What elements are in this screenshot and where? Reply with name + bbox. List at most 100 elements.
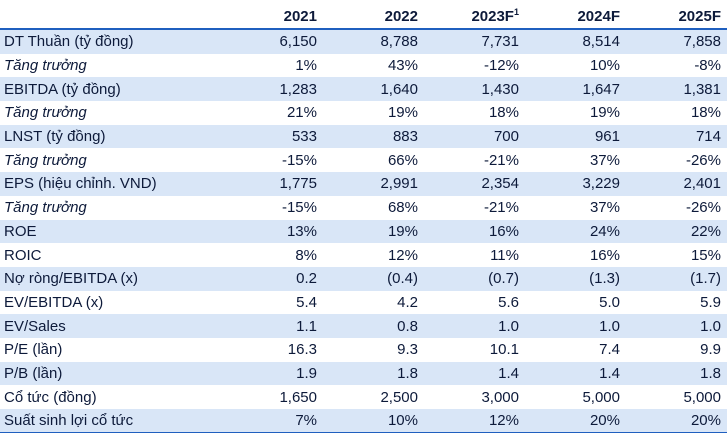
row-value-2022: 9.3 xyxy=(397,341,418,359)
row-value-2023f: 16% xyxy=(488,222,519,240)
row-label: Tăng trưởng xyxy=(4,104,87,122)
table-row: ROE 13% 19% 16% 24% 22% xyxy=(0,219,727,244)
row-value-2022: 68% xyxy=(387,199,418,217)
row-value-2023f: 1.0 xyxy=(498,317,519,335)
row-value-2025f: -8% xyxy=(694,57,721,75)
table-row: LNST (tỷ đồng) 533 883 700 961 714 xyxy=(0,124,727,149)
row-value-2023f: 1,430 xyxy=(481,80,519,98)
header-year-2024f: 2024F xyxy=(577,8,620,25)
row-label: P/E (lần) xyxy=(4,341,63,359)
row-value-2021: 1,650 xyxy=(279,388,317,406)
row-value-2025f: 5,000 xyxy=(683,388,721,406)
table-header-row: 2021 2022 2023F1 2024F 2025F xyxy=(0,0,727,30)
row-value-2023f: 3,000 xyxy=(481,388,519,406)
table-row: Tăng trưởng -15% 68% -21% 37% -26% xyxy=(0,195,727,220)
row-value-2021: 6,150 xyxy=(279,33,317,51)
row-label: P/B (lần) xyxy=(4,364,63,382)
row-value-2021: 533 xyxy=(291,128,317,146)
row-value-2022: 19% xyxy=(387,222,418,240)
row-label: ROIC xyxy=(4,246,42,264)
row-value-2025f: 22% xyxy=(690,222,721,240)
row-value-2024f: 10% xyxy=(589,57,620,75)
row-value-2023f: 11% xyxy=(490,246,519,264)
row-value-2022: 4.2 xyxy=(397,293,418,311)
row-value-2023f: (0.7) xyxy=(488,270,519,288)
row-value-2023f: -21% xyxy=(483,151,519,169)
row-value-2024f: 961 xyxy=(594,128,620,146)
row-value-2024f: 1.4 xyxy=(599,364,620,382)
row-value-2024f: 7.4 xyxy=(599,341,620,359)
row-value-2021: 1.9 xyxy=(296,364,317,382)
table-row: Tăng trưởng 1% 43% -12% 10% -8% xyxy=(0,53,727,78)
table-row: EBITDA (tỷ đồng) 1,283 1,640 1,430 1,647 1,38… xyxy=(0,77,727,102)
row-label: EBITDA (tỷ đồng) xyxy=(4,80,121,98)
row-label: EV/Sales xyxy=(4,317,66,335)
table-row: P/E (lần) 16.3 9.3 10.1 7.4 9.9 xyxy=(0,337,727,362)
row-value-2022: 66% xyxy=(387,151,418,169)
row-value-2023f: -21% xyxy=(483,199,519,217)
table-row: Cổ tức (đồng) 1,650 2,500 3,000 5,000 5,000 xyxy=(0,385,727,409)
row-value-2025f: 18% xyxy=(690,104,721,122)
row-value-2021: 8% xyxy=(295,246,317,264)
table-row: EV/Sales 1.1 0.8 1.0 1.0 1.0 xyxy=(0,314,727,338)
row-value-2025f: 5.9 xyxy=(700,293,721,311)
header-year-2025f: 2025F xyxy=(678,8,721,25)
row-value-2021: 1,283 xyxy=(279,80,317,98)
row-label: EPS (hiệu chỉnh. VND) xyxy=(4,175,157,193)
row-value-2024f: 5.0 xyxy=(599,293,620,311)
table-row: ROIC 8% 12% 11% 16% 15% xyxy=(0,243,727,267)
row-value-2022: 8,788 xyxy=(380,33,418,51)
row-value-2021: 1,775 xyxy=(279,175,317,193)
row-label: ROE xyxy=(4,222,37,240)
row-value-2025f: 714 xyxy=(695,128,721,146)
row-label: Nợ ròng/EBITDA (x) xyxy=(4,270,139,288)
row-value-2025f: 15% xyxy=(690,246,721,264)
table-body: DT Thuần (tỷ đồng) 6,150 8,788 7,731 8,514 7,… xyxy=(0,30,727,433)
row-value-2025f: -26% xyxy=(685,199,721,217)
row-value-2023f: 2,354 xyxy=(481,175,519,193)
table-row: DT Thuần (tỷ đồng) 6,150 8,788 7,731 8,514 7,… xyxy=(0,30,727,54)
row-value-2024f: (1.3) xyxy=(589,270,620,288)
table-row: Suất sinh lợi cổ tức 7% 10% 12% 20% 20% xyxy=(0,409,727,433)
row-value-2024f: 8,514 xyxy=(582,33,620,51)
row-value-2024f: 1.0 xyxy=(599,317,620,335)
row-value-2022: 19% xyxy=(387,104,418,122)
row-value-2024f: 5,000 xyxy=(582,388,620,406)
row-value-2023f: 18% xyxy=(488,104,519,122)
row-value-2025f: 1,381 xyxy=(683,80,721,98)
row-value-2021: 21% xyxy=(286,104,317,122)
table-row: Tăng trưởng 21% 19% 18% 19% 18% xyxy=(0,101,727,125)
row-value-2023f: 700 xyxy=(493,128,519,146)
row-value-2025f: 9.9 xyxy=(700,341,721,359)
row-value-2022: 10% xyxy=(387,411,418,429)
header-year-2023f: 2023F1 xyxy=(471,7,519,26)
row-value-2021: 1% xyxy=(295,57,317,75)
row-value-2023f: 5.6 xyxy=(498,293,519,311)
row-value-2025f: (1.7) xyxy=(690,270,721,288)
row-value-2023f: 10.1 xyxy=(489,341,519,359)
table-row: EPS (hiệu chỉnh. VND) 1,775 2,991 2,354 3,22… xyxy=(0,172,727,196)
row-value-2021: -15% xyxy=(281,151,317,169)
row-value-2022: 883 xyxy=(392,128,418,146)
row-value-2023f: 12% xyxy=(488,411,519,429)
row-value-2024f: 37% xyxy=(589,199,620,217)
row-value-2023f: 1.4 xyxy=(498,364,519,382)
row-label: Suất sinh lợi cổ tức xyxy=(4,411,134,429)
row-value-2022: 2,991 xyxy=(380,175,418,193)
row-value-2022: 0.8 xyxy=(397,317,418,335)
row-value-2021: 0.2 xyxy=(296,270,317,288)
row-label: Tăng trưởng xyxy=(4,199,87,217)
row-value-2021: 13% xyxy=(286,222,317,240)
row-value-2025f: 1.0 xyxy=(700,317,721,335)
row-value-2025f: 1.8 xyxy=(700,364,721,382)
row-value-2025f: 20% xyxy=(690,411,721,429)
row-value-2024f: 37% xyxy=(589,151,620,169)
row-label: Cổ tức (đồng) xyxy=(4,388,97,406)
row-label: EV/EBITDA (x) xyxy=(4,293,104,311)
table-row: P/B (lần) 1.9 1.8 1.4 1.4 1.8 xyxy=(0,361,727,386)
row-value-2025f: 7,858 xyxy=(683,33,721,51)
header-year-2021: 2021 xyxy=(283,8,317,25)
row-value-2024f: 1,647 xyxy=(582,80,620,98)
row-value-2021: 16.3 xyxy=(287,341,317,359)
